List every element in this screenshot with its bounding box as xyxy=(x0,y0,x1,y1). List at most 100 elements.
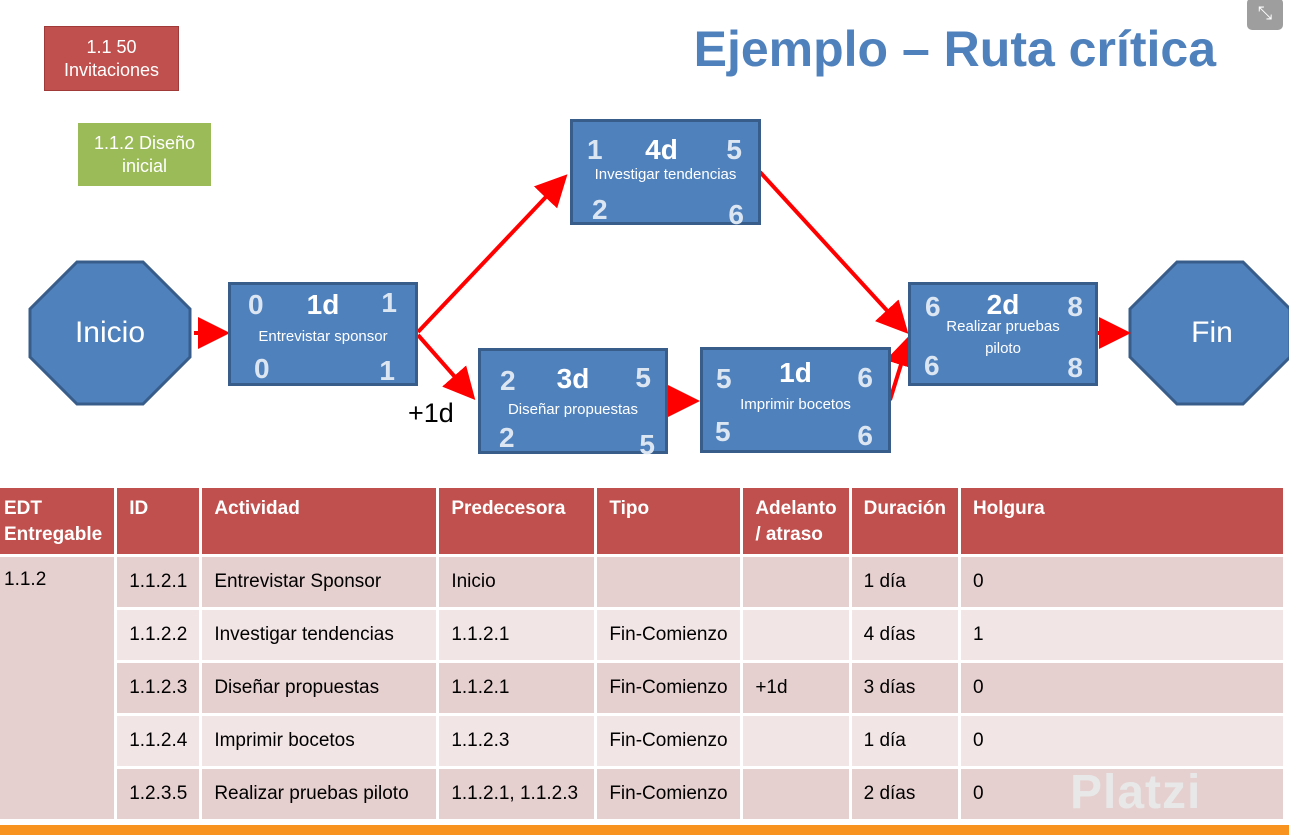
node-duration: 4d xyxy=(645,134,678,165)
header-tipo: Tipo xyxy=(597,488,741,554)
cell-predecesora: 1.1.2.1 xyxy=(439,663,595,713)
cell-id: 1.1.2.3 xyxy=(117,663,200,713)
cell-adelanto xyxy=(743,610,849,660)
cell-actividad: Investigar tendencias xyxy=(202,610,437,660)
cell-id: 1.2.3.5 xyxy=(117,769,200,819)
node-label: Imprimir bocetos xyxy=(740,396,851,413)
network-diagram-arrows xyxy=(28,170,1289,417)
node-label: Diseñar propuestas xyxy=(507,401,639,418)
node-ls: 6 xyxy=(924,350,940,381)
start-label: Inicio xyxy=(74,316,146,349)
cell-adelanto xyxy=(743,716,849,766)
node-ef: 6 xyxy=(857,362,873,393)
activity-table: EDT Entregable ID Actividad Predecesora … xyxy=(0,485,1286,822)
node-duration: 3d xyxy=(556,363,590,394)
header-predecesora: Predecesora xyxy=(439,488,595,554)
node-es: 6 xyxy=(925,291,941,322)
arrow-entrevistar-disenar xyxy=(416,333,476,401)
header-duracion: Duración xyxy=(851,488,958,554)
table-row: 1.1.2.4 Imprimir bocetos 1.1.2.3 Fin-Com… xyxy=(0,716,1283,766)
header-adelanto: Adelanto / atraso xyxy=(743,488,849,554)
table-row: 1.1.2.2 Investigar tendencias 1.1.2.1 Fi… xyxy=(0,610,1283,660)
arrow-entrevistar-investigar xyxy=(416,174,568,334)
node-ls: 2 xyxy=(592,194,608,225)
node-imprimir-bocetos: 5 1d 6 Imprimir bocetos 5 6 xyxy=(700,347,891,453)
node-duration: 1d xyxy=(306,289,340,320)
node-lf: 8 xyxy=(1067,352,1083,383)
node-ef: 8 xyxy=(1067,291,1083,322)
cell-predecesora: 1.1.2.1, 1.1.2.3 xyxy=(439,769,595,819)
cell-predecesora: 1.1.2.3 xyxy=(439,716,595,766)
cell-id: 1.1.2.2 xyxy=(117,610,200,660)
tag-diseno-inicial: 1.1.2 Diseño inicial xyxy=(78,123,211,186)
cell-adelanto xyxy=(743,769,849,819)
node-es: 1 xyxy=(587,134,603,165)
node-label: Entrevistar sponsor xyxy=(258,328,388,345)
cell-holgura: 0 xyxy=(960,557,1283,607)
slide-title: Ejemplo – Ruta crítica xyxy=(693,21,1216,77)
node-realizar-pruebas-piloto: 6 2d 8 Realizar pruebas piloto 6 8 xyxy=(908,282,1098,386)
arrow-imprimir-realizar xyxy=(885,334,917,401)
cell-duracion: 4 días xyxy=(851,610,958,660)
cell-actividad: Entrevistar Sponsor xyxy=(202,557,437,607)
tag-invitaciones: 1.1 50 Invitaciones xyxy=(44,26,179,91)
header-actividad: Actividad xyxy=(202,488,437,554)
cell-predecesora: 1.1.2.1 xyxy=(439,610,595,660)
exit-fullscreen-icon[interactable]: ⤡ xyxy=(1247,0,1283,30)
cell-tipo: Fin-Comienzo xyxy=(597,769,741,819)
table-row: 1.2.3.5 Realizar pruebas piloto 1.1.2.1,… xyxy=(0,769,1283,819)
cell-actividad: Realizar pruebas piloto xyxy=(202,769,437,819)
node-ef: 1 xyxy=(381,287,397,318)
table-header-row: EDT Entregable ID Actividad Predecesora … xyxy=(0,488,1283,554)
arrow-investigar-realizar xyxy=(758,170,909,334)
cell-duracion: 2 días xyxy=(851,769,958,819)
cell-actividad: Imprimir bocetos xyxy=(202,716,437,766)
cell-holgura: 0 xyxy=(960,769,1283,819)
header-edt: EDT Entregable xyxy=(0,488,115,554)
cell-tipo xyxy=(597,557,741,607)
header-id: ID xyxy=(117,488,200,554)
node-entrevistar-sponsor: 0 1d 1 Entrevistar sponsor 0 1 xyxy=(228,282,418,386)
node-label: Investigar tendencias xyxy=(594,166,737,183)
cell-actividad: Diseñar propuestas xyxy=(202,663,437,713)
node-ef: 5 xyxy=(635,362,651,393)
node-disenar-propuestas: 2 3d 5 Diseñar propuestas 2 5 xyxy=(478,348,668,459)
node-lf: 5 xyxy=(639,429,655,460)
node-investigar-tendencias: 1 4d 5 Investigar tendencias 2 6 xyxy=(570,119,761,229)
cell-holgura: 0 xyxy=(960,716,1283,766)
cell-duracion: 3 días xyxy=(851,663,958,713)
cell-adelanto xyxy=(743,557,849,607)
bottom-accent-bar xyxy=(0,825,1289,835)
cell-duracion: 1 día xyxy=(851,557,958,607)
table-row: 1.1.2 1.1.2.1 Entrevistar Sponsor Inicio… xyxy=(0,557,1283,819)
start-octagon xyxy=(28,260,192,406)
cell-adelanto: +1d xyxy=(743,663,849,713)
node-lf: 1 xyxy=(379,355,395,386)
cell-tipo: Fin-Comienzo xyxy=(597,663,741,713)
end-label: Fin xyxy=(1191,316,1233,349)
node-ls: 5 xyxy=(715,416,731,447)
node-ef: 5 xyxy=(726,134,742,165)
node-lf: 6 xyxy=(857,420,873,451)
node-es: 0 xyxy=(248,289,264,320)
cell-holgura: 1 xyxy=(960,610,1283,660)
node-duration: 2d xyxy=(986,289,1020,320)
cell-id: 1.1.2.4 xyxy=(117,716,200,766)
node-duration: 1d xyxy=(779,357,812,388)
node-ls: 0 xyxy=(254,353,270,384)
node-lf: 6 xyxy=(728,199,744,230)
node-es: 5 xyxy=(716,363,732,394)
lag-label: +1d xyxy=(408,398,454,428)
node-label: Realizar pruebas piloto xyxy=(946,318,1060,357)
cell-holgura: 0 xyxy=(960,663,1283,713)
header-holgura: Holgura xyxy=(960,488,1283,554)
cell-duracion: 1 día xyxy=(851,716,958,766)
cell-edt: 1.1.2 xyxy=(0,557,115,819)
cell-tipo: Fin-Comienzo xyxy=(597,716,741,766)
cell-tipo: Fin-Comienzo xyxy=(597,610,741,660)
platzi-watermark: Platzi xyxy=(1070,766,1202,819)
cell-predecesora: Inicio xyxy=(439,557,595,607)
table-row: 1.1.2.3 Diseñar propuestas 1.1.2.1 Fin-C… xyxy=(0,663,1283,713)
node-es: 2 xyxy=(500,365,516,396)
cell-id: 1.1.2.1 xyxy=(117,557,200,607)
